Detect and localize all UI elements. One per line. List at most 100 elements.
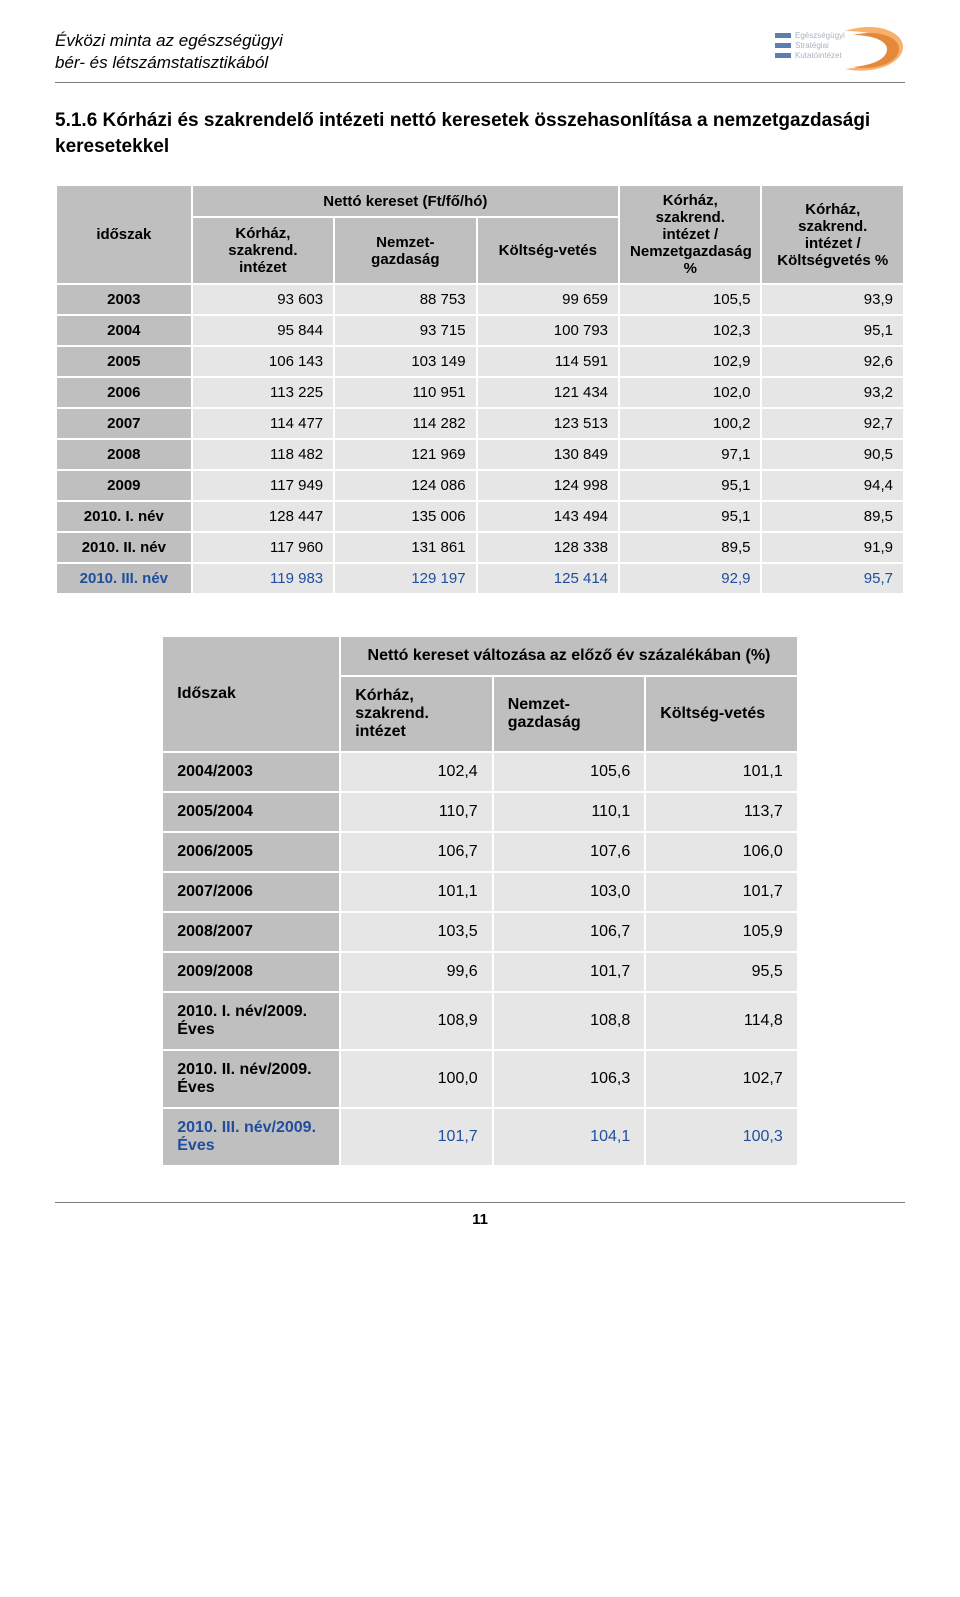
cell: 92,9 bbox=[619, 563, 761, 594]
svg-text:Egészségügyi: Egészségügyi bbox=[795, 31, 845, 40]
cell: 2007 bbox=[56, 408, 192, 439]
cell: 89,5 bbox=[619, 532, 761, 563]
cell: 102,4 bbox=[340, 752, 493, 792]
cell: 103,0 bbox=[493, 872, 646, 912]
cell: 2006/2005 bbox=[162, 832, 340, 872]
cell: 100,2 bbox=[619, 408, 761, 439]
cell: 108,8 bbox=[493, 992, 646, 1050]
cell: 95,1 bbox=[761, 315, 904, 346]
cell: 106 143 bbox=[192, 346, 334, 377]
doc-header: Évközi minta az egészségügyi bér- és lét… bbox=[55, 30, 905, 74]
t1-h4: Költség-vetés bbox=[477, 217, 619, 284]
cell: 99 659 bbox=[477, 284, 619, 315]
cell: 103,5 bbox=[340, 912, 493, 952]
table-row: 2010. III. név119 983129 197125 41492,99… bbox=[56, 563, 904, 594]
table-keresetek: időszak Nettó kereset (Ft/fő/hó) Kórház,… bbox=[55, 184, 905, 595]
t1-h5: Kórház, szakrend. intézet / Nemzetgazdas… bbox=[619, 185, 761, 284]
cell: 2008/2007 bbox=[162, 912, 340, 952]
cell: 114 282 bbox=[334, 408, 476, 439]
t2-h4: Költség-vetés bbox=[645, 676, 798, 752]
cell: 2009/2008 bbox=[162, 952, 340, 992]
cell: 105,6 bbox=[493, 752, 646, 792]
cell: 101,7 bbox=[493, 952, 646, 992]
cell: 101,1 bbox=[645, 752, 798, 792]
table-row: 2006/2005106,7107,6106,0 bbox=[162, 832, 798, 872]
cell: 143 494 bbox=[477, 501, 619, 532]
header-title-line2: bér- és létszámstatisztikából bbox=[55, 53, 268, 72]
svg-text:Kutatóintézet: Kutatóintézet bbox=[795, 51, 842, 60]
table-row: 2009117 949124 086124 99895,194,4 bbox=[56, 470, 904, 501]
cell: 114 591 bbox=[477, 346, 619, 377]
t2-h-group: Nettó kereset változása az előző év száz… bbox=[340, 636, 798, 676]
cell: 2004/2003 bbox=[162, 752, 340, 792]
cell: 102,7 bbox=[645, 1050, 798, 1108]
page-number: 11 bbox=[55, 1211, 905, 1228]
table-row: 2008/2007103,5106,7105,9 bbox=[162, 912, 798, 952]
cell: 106,7 bbox=[340, 832, 493, 872]
cell: 90,5 bbox=[761, 439, 904, 470]
cell: 102,9 bbox=[619, 346, 761, 377]
t2-body: 2004/2003102,4105,6101,12005/2004110,711… bbox=[162, 752, 798, 1166]
cell: 2003 bbox=[56, 284, 192, 315]
cell: 117 949 bbox=[192, 470, 334, 501]
cell: 2010. I. név/2009. Éves bbox=[162, 992, 340, 1050]
table-row: 2010. I. név/2009. Éves108,9108,8114,8 bbox=[162, 992, 798, 1050]
cell: 93,2 bbox=[761, 377, 904, 408]
table-row: 2006113 225110 951121 434102,093,2 bbox=[56, 377, 904, 408]
cell: 117 960 bbox=[192, 532, 334, 563]
cell: 128 338 bbox=[477, 532, 619, 563]
cell: 110 951 bbox=[334, 377, 476, 408]
header-logo: Egészségügyi Stratégiai Kutatóintézet bbox=[775, 25, 905, 75]
cell: 2010. III. név/2009. Éves bbox=[162, 1108, 340, 1166]
cell: 124 086 bbox=[334, 470, 476, 501]
cell: 131 861 bbox=[334, 532, 476, 563]
t1-h-group: Nettó kereset (Ft/fő/hó) bbox=[192, 185, 619, 217]
cell: 2010. II. név/2009. Éves bbox=[162, 1050, 340, 1108]
cell: 105,9 bbox=[645, 912, 798, 952]
table-row: 2010. I. név128 447135 006143 49495,189,… bbox=[56, 501, 904, 532]
table2-wrap: Időszak Nettó kereset változása az előző… bbox=[161, 635, 799, 1167]
cell: 101,7 bbox=[645, 872, 798, 912]
cell: 2007/2006 bbox=[162, 872, 340, 912]
cell: 2005/2004 bbox=[162, 792, 340, 832]
table-row: 2004/2003102,4105,6101,1 bbox=[162, 752, 798, 792]
cell: 121 434 bbox=[477, 377, 619, 408]
cell: 106,7 bbox=[493, 912, 646, 952]
cell: 113 225 bbox=[192, 377, 334, 408]
table-row: 2010. II. név/2009. Éves100,0106,3102,7 bbox=[162, 1050, 798, 1108]
cell: 118 482 bbox=[192, 439, 334, 470]
t1-h3: Nemzet-gazdaság bbox=[334, 217, 476, 284]
cell: 100 793 bbox=[477, 315, 619, 346]
cell: 2010. III. név bbox=[56, 563, 192, 594]
cell: 110,7 bbox=[340, 792, 493, 832]
table-row: 2005/2004110,7110,1113,7 bbox=[162, 792, 798, 832]
t1-h6: Kórház, szakrend. intézet / Költségvetés… bbox=[761, 185, 904, 284]
cell: 106,0 bbox=[645, 832, 798, 872]
cell: 108,9 bbox=[340, 992, 493, 1050]
page: Évközi minta az egészségügyi bér- és lét… bbox=[0, 0, 960, 1268]
cell: 2009 bbox=[56, 470, 192, 501]
cell: 95,5 bbox=[645, 952, 798, 992]
cell: 121 969 bbox=[334, 439, 476, 470]
cell: 135 006 bbox=[334, 501, 476, 532]
cell: 104,1 bbox=[493, 1108, 646, 1166]
cell: 95 844 bbox=[192, 315, 334, 346]
table-row: 2010. III. név/2009. Éves101,7104,1100,3 bbox=[162, 1108, 798, 1166]
cell: 128 447 bbox=[192, 501, 334, 532]
cell: 106,3 bbox=[493, 1050, 646, 1108]
cell: 91,9 bbox=[761, 532, 904, 563]
cell: 102,3 bbox=[619, 315, 761, 346]
cell: 93,9 bbox=[761, 284, 904, 315]
t1-body: 200393 60388 75399 659105,593,9200495 84… bbox=[56, 284, 904, 594]
cell: 99,6 bbox=[340, 952, 493, 992]
cell: 94,4 bbox=[761, 470, 904, 501]
cell: 93 715 bbox=[334, 315, 476, 346]
cell: 92,7 bbox=[761, 408, 904, 439]
table-row: 2005106 143103 149114 591102,992,6 bbox=[56, 346, 904, 377]
cell: 101,7 bbox=[340, 1108, 493, 1166]
cell: 89,5 bbox=[761, 501, 904, 532]
t2-h2: Kórház, szakrend. intézet bbox=[340, 676, 493, 752]
cell: 129 197 bbox=[334, 563, 476, 594]
cell: 2006 bbox=[56, 377, 192, 408]
t2-h3: Nemzet-gazdaság bbox=[493, 676, 646, 752]
